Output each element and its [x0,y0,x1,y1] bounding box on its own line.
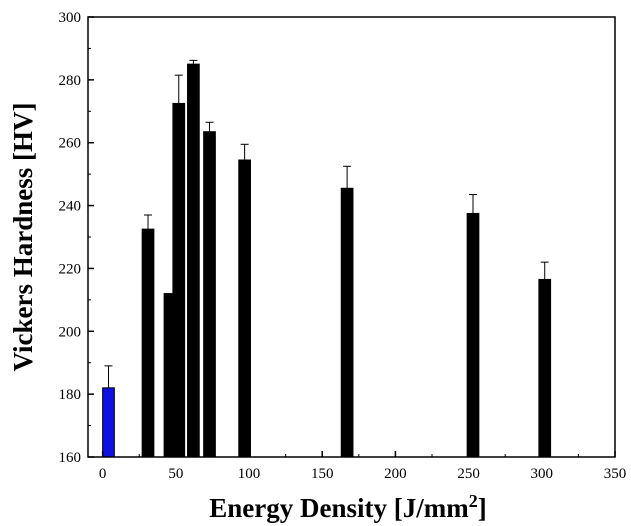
y-tick-label: 280 [59,73,82,89]
x-axis-ticks: 0 50 100 150 200 250 300 350 [99,451,626,482]
bar [340,187,354,458]
y-tick-label: 180 [59,387,82,403]
x-tick-label: 350 [604,466,627,482]
y-tick-label: 260 [59,136,82,152]
bar [466,212,480,458]
error-bars-layer [104,59,549,388]
x-tick-label: 150 [311,466,334,482]
bar [187,63,200,458]
y-tick-label: 240 [59,199,82,215]
y-tick-label: 200 [59,324,82,340]
y-tick-label: 300 [59,10,82,26]
y-tick-label: 220 [59,261,82,277]
bar [538,278,552,458]
x-tick-label: 300 [531,466,554,482]
y-axis-title: Vickers Hardness [HV] [8,103,38,372]
y-axis-ticks: 160 180 200 220 240 260 280 300 [59,10,94,466]
bar [141,228,155,458]
x-tick-label: 50 [168,466,183,482]
bars-layer [102,63,552,458]
x-tick-label: 100 [238,466,261,482]
x-tick-label: 0 [99,466,107,482]
x-tick-label: 200 [384,466,407,482]
y-tick-label: 160 [59,450,82,466]
x-axis-title: Energy Density [J/mm2] [209,491,486,523]
bar [203,131,216,458]
bar [102,387,115,458]
x-tick-label: 250 [457,466,480,482]
bar [238,159,251,458]
bar [172,102,186,458]
